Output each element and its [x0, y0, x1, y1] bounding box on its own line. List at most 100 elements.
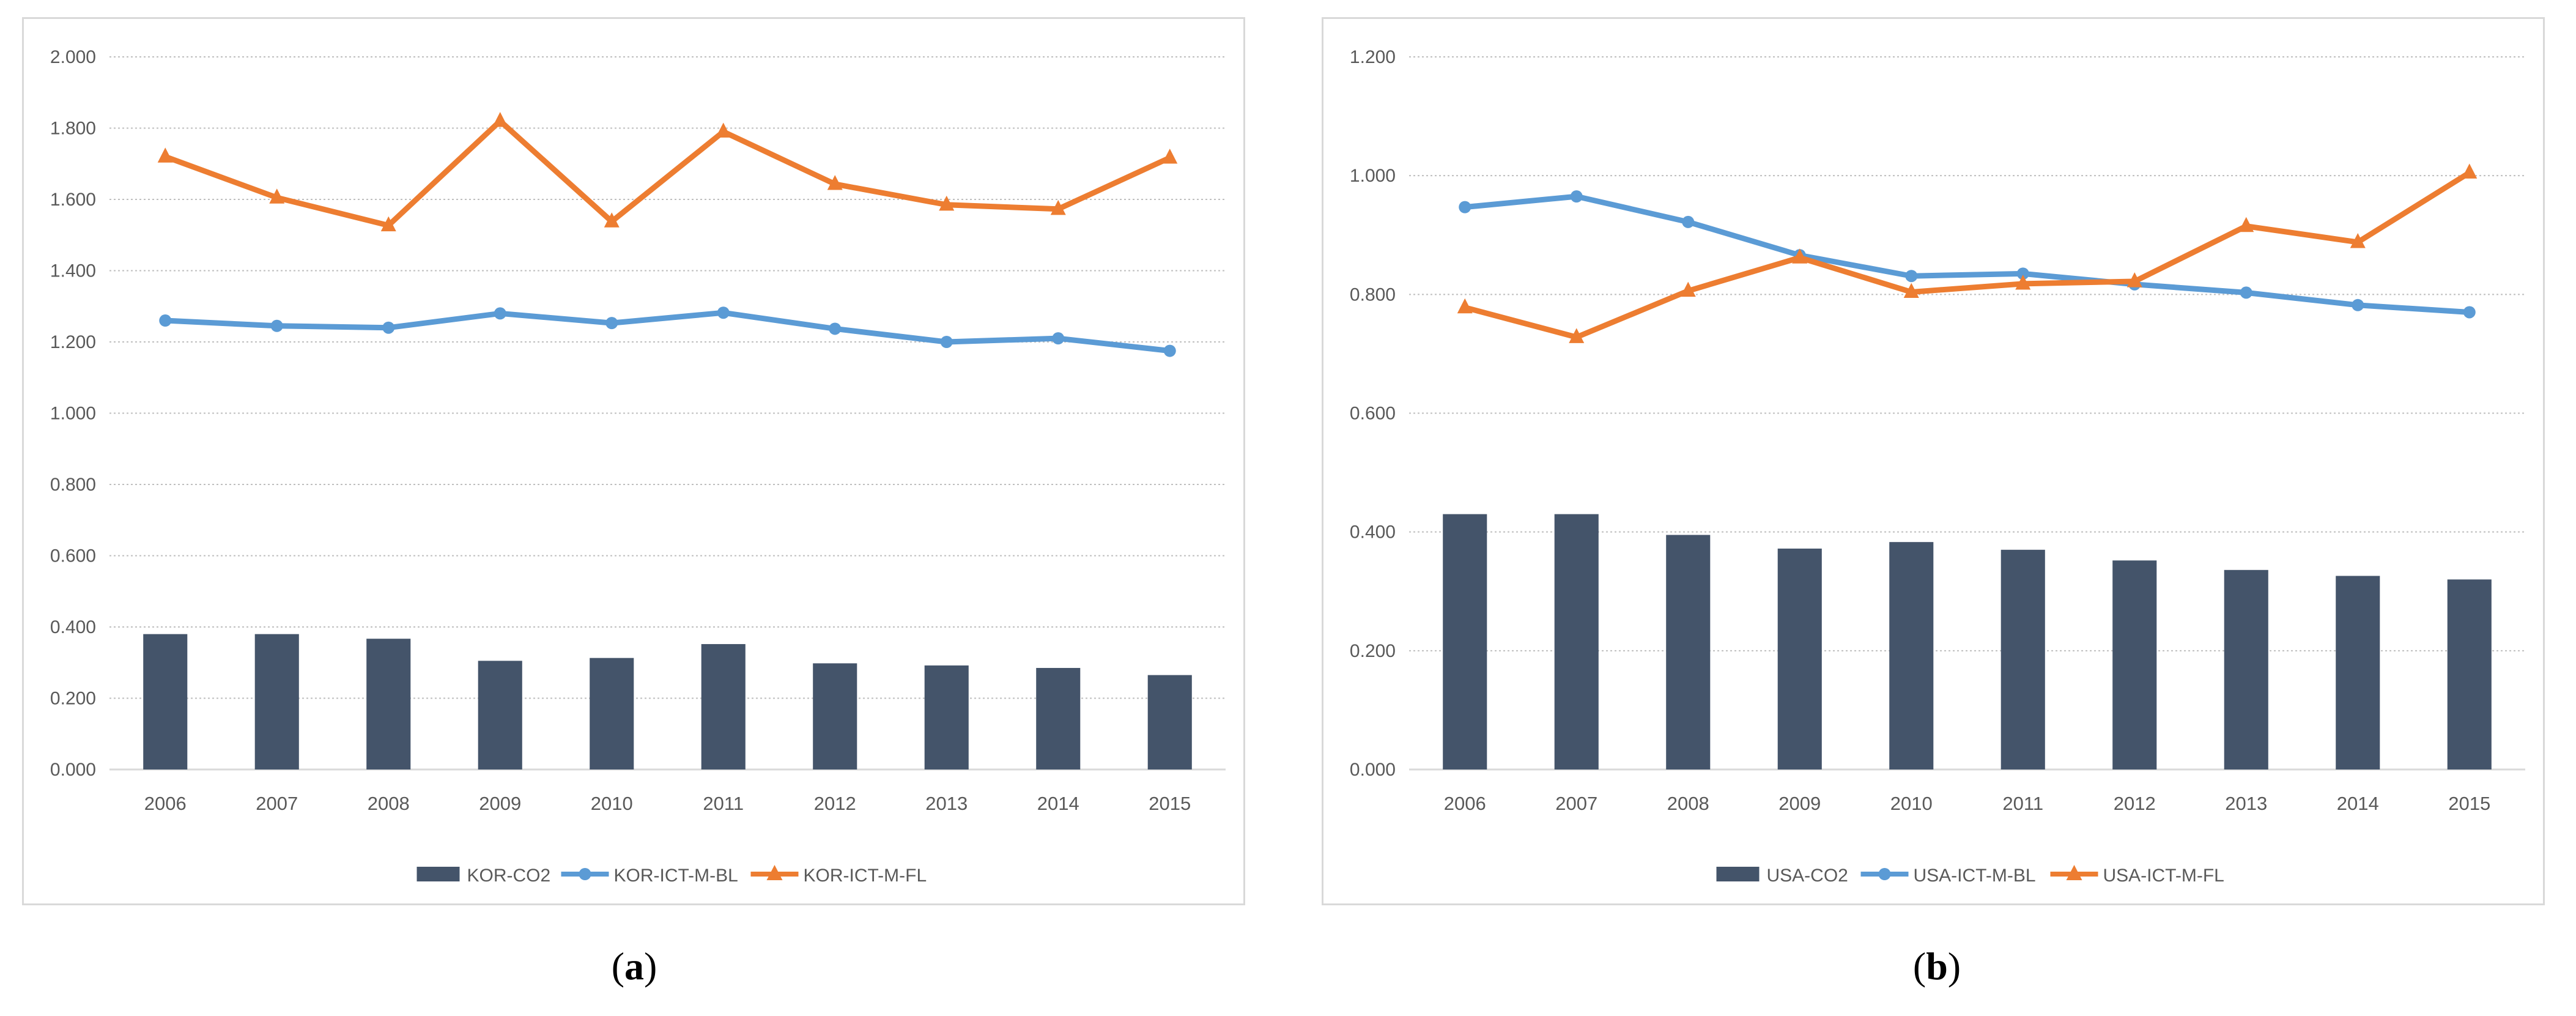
chart-b-x-tick-label: 2015	[2448, 793, 2490, 814]
chart-b-bar	[2112, 560, 2157, 769]
chart-b-bar	[1443, 514, 1487, 769]
chart-a-y-tick-label: 1.600	[50, 190, 96, 210]
chart-b-legend-label: USA-CO2	[1767, 866, 1848, 886]
chart-a-point-circle	[1052, 332, 1065, 345]
chart-a-point-triangle	[492, 111, 508, 127]
chart-a-point-triangle	[269, 188, 285, 204]
chart-a-svg: 0.000 0.200 0.400 0.600 0.800 1.000 1.200 1.400…	[50, 47, 1226, 886]
chart-a-point-triangle	[1050, 199, 1066, 215]
chart-a-point-triangle	[716, 122, 731, 138]
chart-a-bar	[1036, 667, 1081, 769]
chart-panel-a: 0.000 0.200 0.400 0.600 0.800 1.000 1.200 1.400…	[22, 17, 1245, 905]
chart-a-point-triangle	[827, 175, 843, 190]
chart-b-bar	[1889, 542, 1934, 769]
chart-a-bar	[143, 634, 188, 769]
chart-a-x-tick-label: 2013	[925, 793, 968, 814]
chart-a-point-circle	[829, 322, 842, 335]
chart-a-point-circle	[159, 314, 172, 327]
chart-b-point-triangle	[2350, 233, 2366, 248]
chart-a-line-kor-ict-m-bl	[162, 310, 1173, 354]
chart-b-point-circle	[2463, 306, 2476, 319]
chart-a-y-tick-label: 0.600	[50, 546, 96, 566]
chart-b-point-triangle	[2126, 272, 2142, 287]
chart-a-x-tick-label: 2008	[368, 793, 410, 814]
chart-b-y-tick-label: 0.000	[1350, 760, 1396, 780]
chart-panel-b: 0.000 0.200 0.400 0.600 0.800 1.000 1.200 2006 2…	[1322, 17, 2545, 905]
chart-b-point-triangle	[2015, 274, 2031, 290]
chart-b-legend-marker-circle	[1878, 868, 1891, 880]
chart-b-legend-swatch-bar	[1716, 867, 1760, 881]
chart-b-y-tick-label: 1.000	[1350, 166, 1396, 186]
chart-a-bar	[813, 663, 857, 769]
chart-a-point-circle	[717, 306, 730, 319]
chart-b-bar	[2000, 549, 2045, 769]
chart-b-x-tick-label: 2014	[2337, 793, 2379, 814]
chart-b-bar	[1666, 535, 1711, 769]
chart-b-x-tick-label: 2009	[1778, 793, 1821, 814]
chart-a-x-tick-label: 2007	[256, 793, 298, 814]
caption-b-label: b	[1926, 944, 1948, 988]
chart-a-bar	[254, 634, 299, 769]
chart-a-point-circle	[494, 307, 506, 320]
chart-a-x-tick-label: 2011	[703, 793, 744, 814]
chart-b-y-tick-label: 0.200	[1350, 641, 1396, 661]
chart-a-y-tick-label: 2.000	[50, 47, 96, 67]
chart-b-point-circle	[1682, 215, 1695, 228]
chart-a-legend-swatch-bar	[416, 867, 460, 881]
chart-b-x-tick-label: 2013	[2225, 793, 2267, 814]
chart-b-point-triangle	[1680, 281, 1696, 297]
chart-b-point-triangle	[2238, 217, 2254, 232]
chart-a-y-tick-label: 0.000	[50, 760, 96, 780]
chart-a-y-tick-label: 0.400	[50, 617, 96, 637]
chart-a-bar	[590, 658, 634, 769]
chart-b-point-circle	[1905, 270, 1918, 283]
chart-a-x-tick-label: 2012	[814, 793, 856, 814]
chart-a-bar	[701, 643, 746, 769]
chart-a-point-triangle	[1162, 148, 1178, 164]
chart-b-y-tick-label: 0.400	[1350, 522, 1396, 543]
chart-b-line-usa-ict-m-fl	[1462, 169, 2473, 340]
chart-a-x-tick-label: 2009	[479, 793, 521, 814]
chart-b-x-tick-label: 2012	[2114, 793, 2156, 814]
chart-a-y-tick-label: 1.000	[50, 404, 96, 424]
chart-b-y-tick-label: 0.800	[1350, 284, 1396, 305]
chart-b-y-tick-label: 0.600	[1350, 404, 1396, 424]
chart-a-point-circle	[382, 321, 395, 334]
chart-a-point-circle	[270, 319, 283, 332]
chart-a-y-tick-label: 1.200	[50, 332, 96, 352]
chart-b-y-tick-label: 1.200	[1350, 47, 1396, 67]
chart-b-point-circle	[1570, 190, 1583, 203]
chart-a-bar	[478, 661, 522, 769]
chart-b-point-triangle	[1457, 298, 1473, 314]
chart-a-x-tick-label: 2010	[591, 793, 633, 814]
chart-a-point-circle	[940, 336, 953, 348]
chart-b-point-triangle	[1569, 328, 1585, 343]
chart-b-x-tick-label: 2006	[1444, 793, 1486, 814]
chart-a-y-tick-label: 1.800	[50, 119, 96, 139]
chart-a-point-circle	[1163, 344, 1176, 357]
caption-a: (a)	[611, 944, 657, 988]
chart-b-point-circle	[2240, 286, 2252, 299]
chart-b-legend-label: USA-ICT-M-FL	[2103, 866, 2224, 886]
chart-b-legend-marker-triangle	[2066, 865, 2082, 880]
chart-a-point-circle	[605, 317, 618, 330]
chart-a-legend-label: KOR-CO2	[467, 866, 551, 886]
caption-a-label: a	[624, 944, 644, 988]
chart-b-point-triangle	[1903, 283, 1919, 298]
chart-a-y-tick-label: 1.400	[50, 261, 96, 281]
chart-b-point-triangle	[2462, 163, 2478, 179]
chart-a-legend-label: KOR-ICT-M-FL	[804, 866, 927, 886]
chart-a-point-triangle	[380, 216, 396, 232]
chart-a-point-triangle	[604, 212, 620, 228]
chart-a-legend-marker-circle	[579, 868, 591, 880]
chart-b-bar	[1777, 548, 1822, 769]
chart-b-x-tick-label: 2007	[1555, 793, 1597, 814]
chart-a-point-triangle	[939, 195, 955, 211]
chart-b-legend-label: USA-ICT-M-BL	[1914, 866, 2036, 886]
chart-a-legend-marker-triangle	[766, 865, 783, 880]
chart-a-y-tick-label: 0.800	[50, 475, 96, 495]
chart-b-bar	[2336, 576, 2380, 769]
chart-b-point-circle	[2016, 267, 2029, 280]
chart-a-line-kor-ict-m-fl	[162, 118, 1173, 229]
chart-b-x-tick-label: 2008	[1667, 793, 1709, 814]
